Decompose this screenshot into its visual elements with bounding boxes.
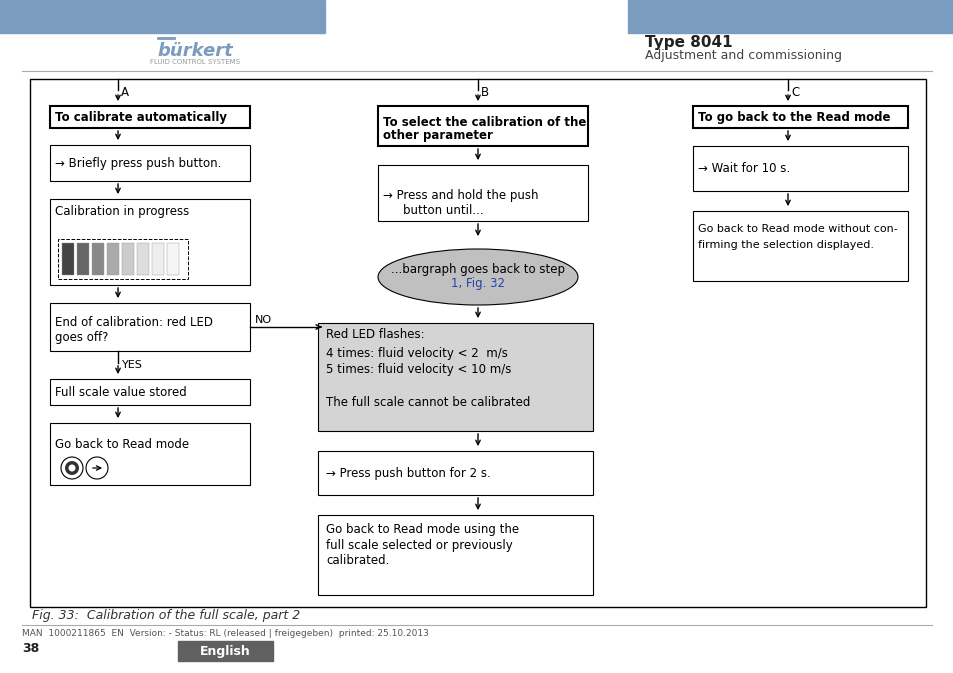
Bar	[317, 323, 593, 431]
Text: B: B	[480, 85, 489, 98]
Text: Adjustment and commissioning: Adjustment and commissioning	[644, 50, 841, 63]
Bar	[30, 79, 925, 607]
Text: goes off?: goes off?	[55, 332, 109, 345]
Text: Full scale value stored: Full scale value stored	[55, 386, 187, 398]
Bar	[50, 423, 250, 485]
Text: End of calibration: red LED: End of calibration: red LED	[55, 316, 213, 330]
Text: English: English	[199, 645, 250, 658]
Bar	[137, 243, 149, 275]
Text: 1, Fig. 32: 1, Fig. 32	[451, 277, 504, 291]
Text: calibrated.: calibrated.	[326, 555, 389, 567]
Text: other parameter: other parameter	[382, 129, 493, 143]
Bar	[178, 641, 273, 661]
Text: A: A	[121, 85, 129, 98]
Text: Go back to Read mode without con-: Go back to Read mode without con-	[698, 224, 897, 234]
Text: → Press push button for 2 s.: → Press push button for 2 s.	[326, 466, 490, 479]
Bar	[50, 199, 250, 285]
Bar	[692, 146, 907, 191]
Bar	[152, 243, 164, 275]
Text: 4 times: fluid velocity < 2  m/s: 4 times: fluid velocity < 2 m/s	[326, 347, 507, 359]
Bar	[377, 165, 587, 221]
Circle shape	[69, 464, 75, 472]
Text: The full scale cannot be calibrated: The full scale cannot be calibrated	[326, 396, 530, 409]
Bar	[50, 379, 250, 405]
Bar	[122, 243, 133, 275]
Text: Go back to Read mode using the: Go back to Read mode using the	[326, 524, 518, 536]
Text: bürkert: bürkert	[157, 42, 233, 60]
Text: To calibrate automatically: To calibrate automatically	[55, 110, 227, 124]
Text: YES: YES	[122, 360, 143, 370]
Text: FLUID CONTROL SYSTEMS: FLUID CONTROL SYSTEMS	[150, 59, 240, 65]
Bar	[317, 451, 593, 495]
Text: 38: 38	[22, 643, 39, 656]
Text: full scale selected or previously: full scale selected or previously	[326, 540, 512, 553]
Circle shape	[86, 457, 108, 479]
Circle shape	[61, 457, 83, 479]
Bar	[91, 243, 104, 275]
Bar	[627, 0, 953, 33]
Bar	[50, 145, 250, 181]
Text: 5 times: fluid velocity < 10 m/s: 5 times: fluid velocity < 10 m/s	[326, 363, 511, 376]
Bar	[58, 239, 188, 279]
Bar	[167, 243, 179, 275]
Bar	[50, 106, 250, 128]
Text: button until...: button until...	[402, 205, 483, 217]
Bar	[50, 303, 250, 351]
Text: Type 8041: Type 8041	[644, 36, 732, 50]
Text: → Briefly press push button.: → Briefly press push button.	[55, 157, 221, 170]
Text: NO: NO	[254, 315, 272, 325]
Text: C: C	[790, 85, 799, 98]
Bar	[107, 243, 119, 275]
Text: To select the calibration of the: To select the calibration of the	[382, 116, 586, 129]
Ellipse shape	[377, 249, 578, 305]
Bar	[692, 211, 907, 281]
Text: To go back to the Read mode: To go back to the Read mode	[698, 110, 889, 124]
Text: Red LED flashes:: Red LED flashes:	[326, 328, 424, 341]
Text: firming the selection displayed.: firming the selection displayed.	[698, 240, 873, 250]
Bar	[0, 0, 325, 33]
Circle shape	[65, 461, 79, 475]
Text: Go back to Read mode: Go back to Read mode	[55, 439, 189, 452]
Text: Fig. 33:  Calibration of the full scale, part 2: Fig. 33: Calibration of the full scale, …	[32, 608, 300, 621]
Bar	[377, 106, 587, 146]
Text: Calibration in progress: Calibration in progress	[55, 205, 189, 217]
Text: → Press and hold the push: → Press and hold the push	[382, 190, 537, 203]
Text: ...bargraph goes back to step: ...bargraph goes back to step	[391, 264, 564, 277]
Text: MAN  1000211865  EN  Version: - Status: RL (released | freigegeben)  printed: 25: MAN 1000211865 EN Version: - Status: RL …	[22, 629, 429, 639]
Bar	[317, 515, 593, 595]
Text: → Wait for 10 s.: → Wait for 10 s.	[698, 162, 789, 174]
Bar	[62, 243, 74, 275]
Bar	[77, 243, 89, 275]
Bar	[692, 106, 907, 128]
